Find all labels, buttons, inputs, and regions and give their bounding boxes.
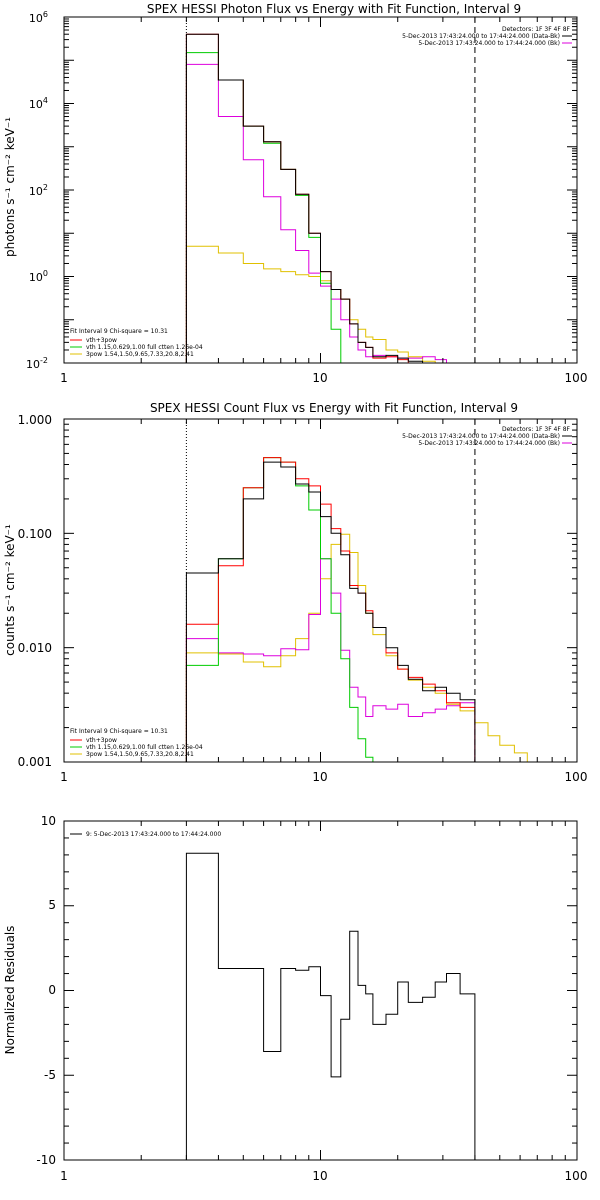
count-xtick-label: 100	[565, 770, 588, 784]
residuals-ytick-label: -5	[44, 1068, 56, 1082]
photon-title: SPEX HESSI Photon Flux vs Energy with Fi…	[147, 2, 521, 16]
photon-ytick-label: 10-2	[26, 356, 48, 371]
residuals-line	[185, 852, 476, 1160]
count-panel: SPEX HESSI Count Flux vs Energy with Fit…	[3, 401, 587, 784]
legend-detectors: Detectors: 1F 3F 4F 8F	[502, 426, 571, 433]
residuals-xtick-label: 100	[565, 1169, 588, 1183]
count-title: SPEX HESSI Count Flux vs Energy with Fit…	[150, 401, 518, 415]
residuals-ytick-label: 0	[48, 983, 56, 997]
legend-detectors: Detectors: 1F 3F 4F 8F	[502, 26, 571, 33]
photon-xtick-label: 10	[312, 371, 327, 385]
legend-fit-interval: Fit Interval 9 Chi-square = 10.31	[70, 728, 168, 735]
count-ytick-label: 1.000	[18, 413, 52, 427]
legend-vth: vth 1.15,0.629,1.00 full ctten 1.26e-04	[86, 744, 203, 751]
background-spectrum-line	[185, 558, 476, 762]
photon-legend-top-right: Detectors: 1F 3F 4F 8F 5-Dec-2013 17:43:…	[402, 26, 572, 47]
count-xtick-label: 1	[60, 770, 68, 784]
photon-ytick-label: 100	[29, 269, 48, 284]
data-bk-spectrum-line	[185, 461, 476, 762]
total-model-line	[185, 33, 423, 364]
legend-fit-interval: Fit Interval 9 Chi-square = 10.31	[70, 328, 168, 335]
3pow-component-line	[185, 533, 541, 763]
count-ytick-label: 0.100	[18, 527, 52, 541]
residuals-ytick-label: -10	[36, 1153, 56, 1167]
count-xtick-label: 10	[312, 770, 327, 784]
legend-total: vth+3pow	[86, 337, 117, 344]
photon-ytick-label: 102	[29, 183, 48, 198]
residuals-ylabel: Normalized Residuals	[3, 926, 17, 1055]
residuals-panel: Normalized Residuals -10 -5 0 5 10 1 10 …	[3, 814, 587, 1183]
photon-series	[185, 33, 475, 364]
photon-ylabel: photons s⁻¹ cm⁻² keV⁻¹	[3, 117, 17, 257]
count-series	[185, 457, 541, 763]
photon-ytick-label: 106	[29, 10, 48, 25]
vth-component-line	[185, 457, 386, 763]
count-ytick-label: 0.001	[18, 755, 52, 769]
photon-xtick-label: 1	[60, 371, 68, 385]
legend-3pow: 3pow 1.54,1.50,9.65,7.33,20.8,2.41	[86, 751, 194, 758]
residuals-series	[185, 852, 476, 1160]
total-model-line	[185, 457, 476, 762]
legend-data-bk: 5-Dec-2013 17:43:24.000 to 17:44:24.000 …	[402, 433, 560, 440]
residuals-xtick-label: 1	[60, 1169, 68, 1183]
vth-component-line	[185, 52, 350, 364]
residuals-legend: 9: 5-Dec-2013 17:43:24.000 to 17:44:24.0…	[70, 831, 221, 838]
photon-xtick-label: 100	[565, 371, 588, 385]
photon-axes-frame	[63, 16, 578, 364]
residuals-ytick-label: 5	[48, 898, 56, 912]
photon-legend-bottom-left: Fit Interval 9 Chi-square = 10.31 vth+3p…	[70, 328, 203, 358]
legend-3pow: 3pow 1.54,1.50,9.65,7.33,20.8,2.41	[86, 351, 194, 358]
residuals-xtick-label: 10	[312, 1169, 327, 1183]
photon-ticks	[63, 16, 577, 364]
legend-bk: 5-Dec-2013 17:43:24.000 to 17:44:24.000 …	[418, 440, 560, 447]
count-legend-bottom-left: Fit Interval 9 Chi-square = 10.31 vth+3p…	[70, 728, 203, 758]
count-ytick-label: 0.010	[18, 641, 52, 655]
residuals-ytick-label: 10	[41, 814, 56, 828]
legend-vth: vth 1.15,0.629,1.00 full ctten 1.26e-04	[86, 344, 203, 351]
legend-data-bk: 5-Dec-2013 17:43:24.000 to 17:44:24.000 …	[402, 33, 560, 40]
photon-panel: SPEX HESSI Photon Flux vs Energy with Fi…	[3, 2, 587, 385]
legend-total: vth+3pow	[86, 737, 117, 744]
residuals-legend-text: 9: 5-Dec-2013 17:43:24.000 to 17:44:24.0…	[86, 831, 221, 838]
residuals-ticks	[63, 820, 577, 1161]
legend-bk: 5-Dec-2013 17:43:24.000 to 17:44:24.000 …	[418, 40, 560, 47]
data-bk-spectrum-line	[185, 33, 424, 363]
count-ylabel: counts s⁻¹ cm⁻² keV⁻¹	[3, 524, 17, 656]
count-legend-top-right: Detectors: 1F 3F 4F 8F 5-Dec-2013 17:43:…	[402, 426, 572, 447]
photon-ytick-label: 104	[29, 96, 48, 111]
